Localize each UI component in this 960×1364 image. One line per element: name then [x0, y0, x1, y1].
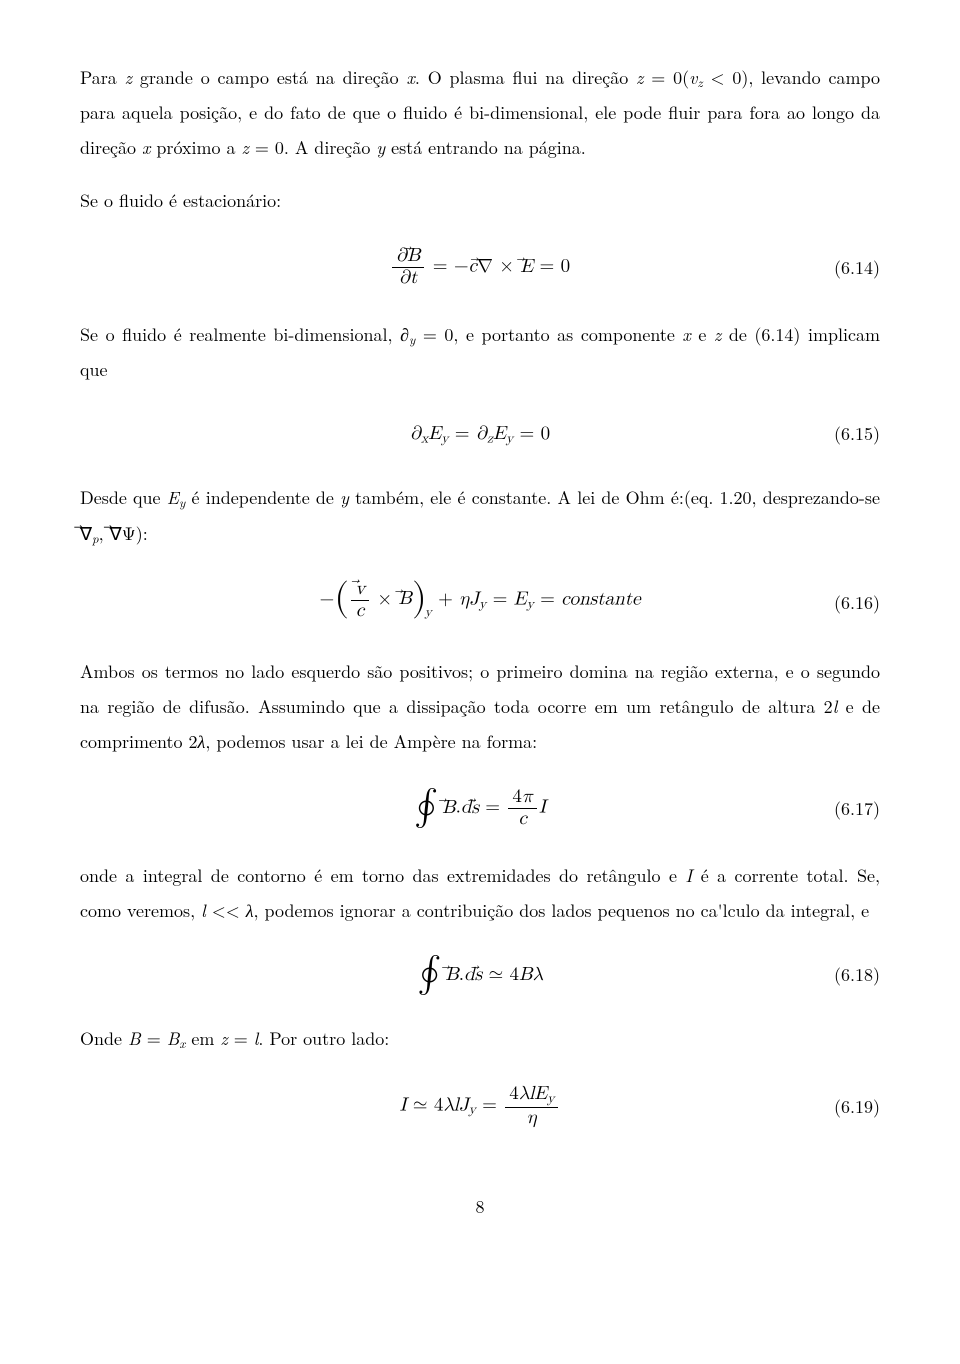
page-number: 8: [80, 1189, 880, 1224]
eq-num-6-15: (6.15): [550, 416, 880, 451]
equation-6-15: ∂xEy = ∂zEy = 0 (6.15): [80, 415, 880, 452]
eq-num-6-19: (6.19): [560, 1089, 880, 1124]
paragraph-7: Onde B = Bx em z = l. Por outro lado:: [80, 1021, 880, 1056]
eq-num-6-18: (6.18): [543, 957, 880, 992]
eq-num-6-17: (6.17): [546, 791, 880, 826]
equation-6-18: ∮B.ds ≃ 4Bλ (6.18): [80, 956, 880, 993]
eq-num-6-16: (6.16): [641, 585, 880, 620]
paragraph-5: Ambos os termos no lado esquerdo são pos…: [80, 654, 880, 759]
equation-6-16: −( v c × B)y + ηJy = Ey = constante (6.1…: [80, 579, 880, 626]
paragraph-1: Para z grande o campo está na direção x.…: [80, 60, 880, 165]
paragraph-3: Se o fluido é realmente bi-dimensional, …: [80, 317, 880, 387]
paragraph-2: Se o fluido é estacionário:: [80, 183, 880, 218]
eq-num-6-14: (6.14): [570, 250, 880, 285]
paragraph-6: onde a integral de contorno é em torno d…: [80, 858, 880, 928]
paragraph-4: Desde que Ey é independente de y também,…: [80, 480, 880, 550]
equation-6-19: I ≃ 4λlJy = 4λlEy η (6.19): [80, 1084, 880, 1128]
equation-6-14: ∂B ∂t = −c∇ × E = 0 (6.14): [80, 246, 880, 289]
equation-6-17: ∮B.ds = 4π c I (6.17): [80, 787, 880, 830]
